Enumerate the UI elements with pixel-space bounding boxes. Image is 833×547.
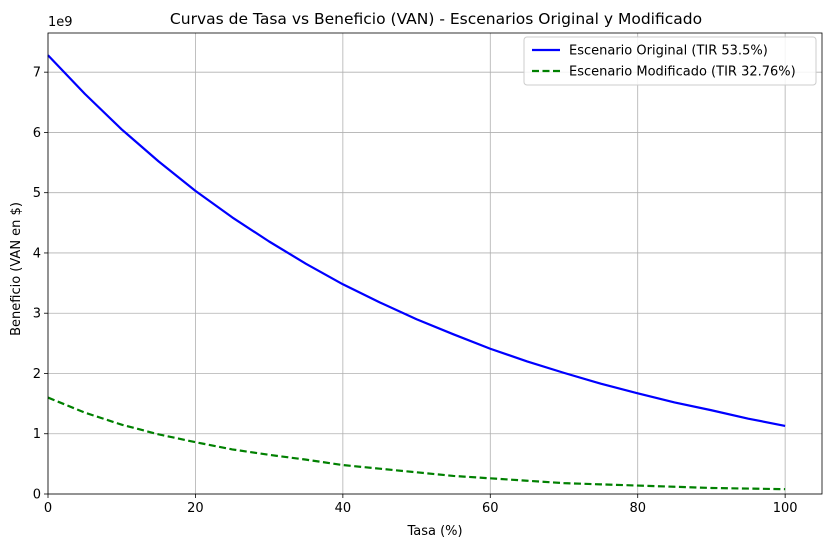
- x-tick-label: 60: [482, 501, 499, 516]
- chart-title: Curvas de Tasa vs Beneficio (VAN) - Esce…: [170, 10, 702, 28]
- legend-label: Escenario Modificado (TIR 32.76%): [569, 65, 796, 80]
- plot-frame: [47, 32, 823, 495]
- y-tick-label: 6: [33, 126, 41, 141]
- ticks: 0 20 40 60 80 100 0 1 2 3 4 5 6 7: [33, 66, 798, 516]
- x-tick-label: 80: [629, 501, 646, 516]
- series-line-modificado: [47, 396, 786, 491]
- x-tick-label: 100: [773, 501, 798, 516]
- grid: [47, 33, 822, 495]
- x-axis-label: Tasa (%): [406, 524, 462, 539]
- legend-label: Escenario Original (TIR 53.5%): [569, 44, 768, 59]
- series-layer: [47, 54, 786, 491]
- legend-box: [523, 36, 817, 86]
- y-tick-label: 2: [33, 367, 41, 382]
- y-tick-label: 1: [33, 427, 41, 442]
- y-tick-label: 5: [33, 186, 41, 201]
- y-offset-label: 1e9: [48, 15, 73, 30]
- y-tick-label: 0: [33, 488, 41, 503]
- y-tick-label: 4: [33, 246, 41, 261]
- series-line-original: [47, 54, 786, 427]
- x-tick-label: 0: [44, 501, 52, 516]
- y-tick-label: 7: [33, 66, 41, 81]
- legend: Escenario Original (TIR 53.5%) Escenario …: [523, 36, 817, 86]
- x-tick-label: 20: [187, 501, 204, 516]
- x-tick-label: 40: [335, 501, 352, 516]
- y-axis-label: Beneficio (VAN en $): [9, 202, 24, 336]
- y-tick-label: 3: [33, 307, 41, 322]
